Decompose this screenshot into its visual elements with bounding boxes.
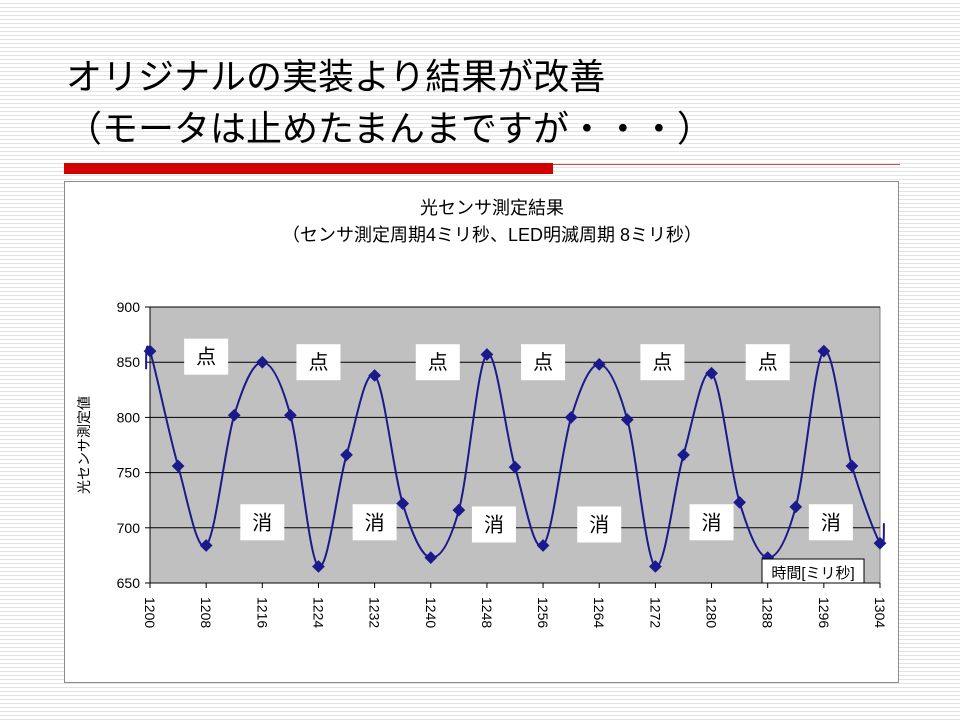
annotation-label: 点 [308,351,328,374]
x-axis-label-box: 時間[ミリ秒] [761,558,865,584]
y-tick-label: 750 [117,465,141,481]
y-axis-label: 光センサ測定値 [76,396,92,494]
annotation-box [184,338,229,375]
data-point [480,348,494,361]
annotation-label: 点 [428,351,448,374]
slide-title-line-2: （モータは止めたまんまですが・・・） [66,109,713,150]
chart-subtitle: （センサ測定周期4ミリ秒、LED明滅周期 8ミリ秒） [282,225,702,245]
slide-title: オリジナルの実装より結果が改善 （モータは止めたまんまですが・・・） [66,52,713,156]
x-tick-label: 1208 [198,597,214,628]
y-tick-label: 900 [117,299,141,315]
light-sensor-chart: 光センサ測定結果 （センサ測定周期4ミリ秒、LED明滅周期 8ミリ秒） 650 7… [76,198,888,628]
x-axis-label: 時間[ミリ秒] [771,565,854,582]
annotation-label: 消 [589,513,609,536]
data-point [424,551,438,564]
annotation-box [352,504,397,541]
x-tick-label: 1240 [423,597,439,628]
annotation-label: 消 [821,511,841,534]
data-point [340,448,353,462]
annotation-label: 消 [702,511,722,534]
annotations: 点 点 点 点 点 点消 消 消 消 消 消 [184,338,853,543]
annotation-box [415,344,460,381]
annotation-box [471,506,516,543]
y-tick-label: 850 [117,354,141,370]
x-tick-label: 1224 [310,597,326,628]
annotation-box [577,506,622,543]
slide-title-line-1: オリジナルの実装より結果が改善 [66,57,606,98]
x-tick-label: 1304 [872,597,888,628]
annotation-box [296,344,341,381]
annotation-label: 点 [196,346,216,369]
annotation-box [689,504,734,541]
y-tick-label: 650 [117,575,141,591]
data-point [227,408,241,422]
y-tick-label: 800 [117,409,141,425]
chart-container: 光センサ測定結果 （センサ測定周期4ミリ秒、LED明滅周期 8ミリ秒） 650 7… [64,181,899,683]
x-tick-label: 1296 [816,597,832,628]
y-axis: 650 700 750 800 850 900 [117,299,151,591]
y-tick-label: 700 [117,520,141,536]
annotation-label: 消 [365,511,385,534]
x-tick-label: 1256 [535,597,551,628]
x-tick-label: 1272 [647,597,663,628]
x-axis-label-background [761,558,865,584]
title-underline-thin [553,164,900,165]
x-tick-label: 1216 [254,597,270,628]
data-point [564,411,578,424]
annotation-label: 点 [533,351,553,374]
data-point [396,497,410,510]
data-point [368,369,381,382]
annotation-box [240,504,285,541]
x-tick-label: 1232 [367,597,383,628]
annotation-label: 消 [252,511,272,534]
annotation-box [808,504,853,541]
data-point [171,459,185,473]
annotation-box [521,344,566,381]
x-tick-label: 1200 [142,597,158,628]
annotation-label: 点 [652,351,672,374]
title-underline [64,160,900,174]
data-point [143,344,157,358]
x-axis: 1200 1208 1216 1224 1232 1240 1248 1256 1264 1272… [142,582,888,628]
annotation-label: 消 [484,513,504,536]
chart-title: 光センサ測定結果 [420,198,564,218]
x-tick-label: 1280 [704,597,720,628]
annotation-box [640,344,685,381]
x-tick-label: 1248 [479,597,495,628]
x-tick-label: 1264 [591,597,607,628]
data-point [284,408,297,422]
annotation-box [745,344,790,381]
x-tick-label: 1288 [760,597,776,628]
title-underline-accent [64,163,553,174]
annotation-label: 点 [758,351,778,374]
